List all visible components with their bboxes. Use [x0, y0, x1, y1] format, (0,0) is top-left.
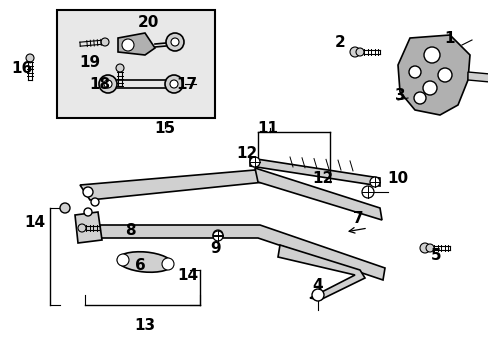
Text: 10: 10 [386, 171, 408, 185]
Circle shape [413, 92, 425, 104]
Circle shape [170, 80, 178, 88]
Text: 12: 12 [312, 171, 333, 185]
Text: 11: 11 [257, 121, 278, 135]
Circle shape [162, 258, 174, 270]
Bar [57, 10, 215, 118]
Circle shape [408, 66, 420, 78]
Polygon shape [278, 245, 364, 300]
Text: 20: 20 [137, 14, 159, 30]
Circle shape [213, 230, 223, 240]
Polygon shape [467, 72, 488, 82]
Text: 5: 5 [430, 248, 440, 262]
Circle shape [361, 186, 373, 198]
Circle shape [213, 231, 223, 241]
Circle shape [60, 203, 70, 213]
Text: 14: 14 [177, 267, 198, 283]
Circle shape [122, 39, 134, 51]
Circle shape [117, 254, 129, 266]
Text: 9: 9 [210, 240, 221, 256]
Circle shape [99, 75, 117, 93]
Circle shape [355, 48, 363, 56]
Circle shape [84, 208, 92, 216]
Circle shape [369, 177, 379, 187]
Text: 14: 14 [24, 215, 45, 230]
Text: 19: 19 [79, 54, 101, 69]
Polygon shape [118, 33, 155, 55]
Text: 3: 3 [394, 87, 405, 103]
Circle shape [104, 80, 112, 88]
Circle shape [116, 64, 124, 72]
Circle shape [78, 224, 86, 232]
Text: 6: 6 [134, 257, 145, 273]
Text: 4: 4 [312, 278, 323, 292]
Circle shape [101, 38, 109, 46]
Circle shape [164, 75, 183, 93]
Text: 7: 7 [352, 211, 363, 225]
Circle shape [83, 187, 93, 197]
Circle shape [349, 47, 359, 57]
Circle shape [437, 68, 451, 82]
Text: 17: 17 [176, 77, 197, 91]
Circle shape [425, 244, 433, 252]
Polygon shape [249, 158, 379, 186]
Text: 1: 1 [444, 31, 454, 45]
Circle shape [311, 289, 324, 301]
Ellipse shape [117, 252, 172, 272]
Polygon shape [80, 225, 384, 280]
Polygon shape [75, 212, 102, 243]
Polygon shape [397, 35, 469, 115]
Circle shape [171, 38, 179, 46]
Circle shape [91, 198, 99, 206]
Polygon shape [254, 168, 381, 220]
Circle shape [419, 243, 429, 253]
Text: 16: 16 [11, 60, 33, 76]
Text: 15: 15 [154, 121, 175, 135]
Circle shape [26, 54, 34, 62]
Text: 13: 13 [134, 318, 155, 333]
Text: 2: 2 [334, 35, 345, 50]
Polygon shape [80, 170, 264, 200]
Circle shape [423, 47, 439, 63]
Circle shape [422, 81, 436, 95]
Circle shape [249, 157, 260, 167]
Circle shape [165, 33, 183, 51]
Text: 8: 8 [124, 222, 135, 238]
Text: 12: 12 [236, 145, 257, 161]
Text: 18: 18 [89, 77, 110, 91]
